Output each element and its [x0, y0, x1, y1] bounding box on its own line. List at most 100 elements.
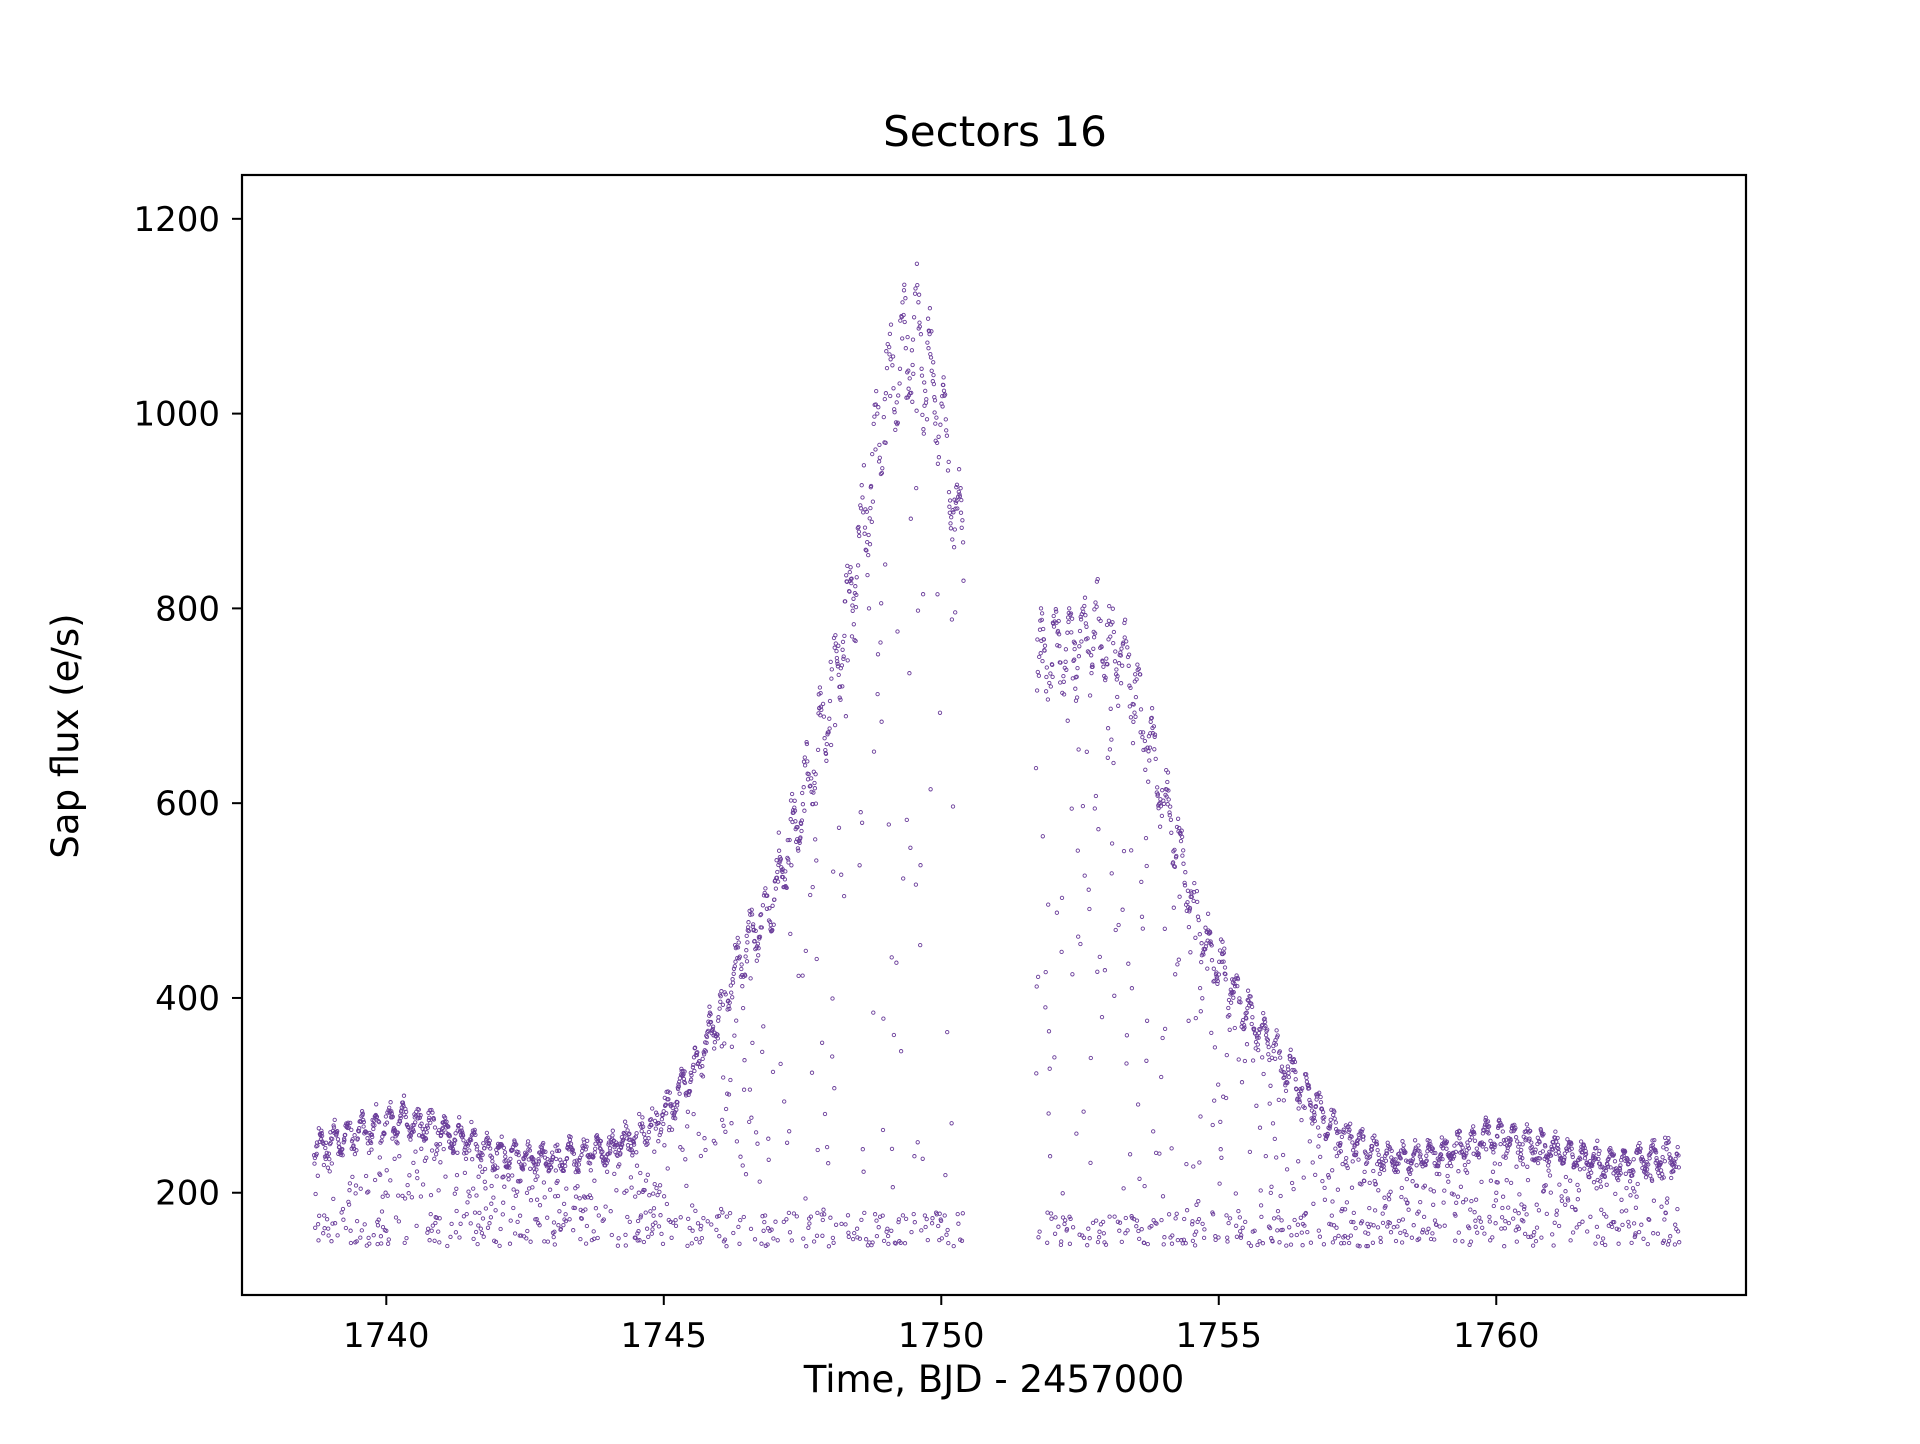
data-point: [828, 1215, 833, 1220]
data-point: [415, 1175, 420, 1181]
data-point: [1138, 672, 1143, 677]
data-point: [1329, 1213, 1334, 1218]
data-point: [629, 1185, 634, 1190]
data-point: [695, 1050, 700, 1055]
data-point: [1092, 631, 1098, 636]
data-point: [433, 1220, 438, 1226]
data-point: [1299, 1230, 1304, 1235]
data-point: [1446, 1179, 1451, 1184]
data-point: [822, 1212, 827, 1217]
data-point: [688, 1070, 693, 1076]
data-point: [1538, 1128, 1544, 1133]
data-point: [1599, 1207, 1604, 1212]
data-point: [905, 334, 910, 340]
data-point: [430, 1223, 435, 1228]
data-point: [1529, 1144, 1535, 1150]
data-point: [851, 622, 856, 627]
data-point: [379, 1209, 385, 1214]
data-point: [941, 382, 946, 388]
data-point: [537, 1203, 543, 1208]
data-point: [1426, 1226, 1431, 1231]
data-point: [824, 741, 829, 747]
data-point: [1661, 1238, 1667, 1243]
data-point: [533, 1177, 538, 1183]
data-point: [731, 966, 737, 971]
data-point: [1054, 910, 1060, 915]
data-point: [541, 1140, 546, 1146]
data-point: [1386, 1197, 1392, 1202]
data-point: [1460, 1200, 1466, 1205]
data-point: [1374, 1139, 1379, 1144]
data-point: [312, 1161, 317, 1166]
data-point: [1130, 740, 1136, 746]
data-point: [1321, 1119, 1326, 1124]
data-point: [410, 1127, 416, 1132]
data-point: [1237, 996, 1242, 1001]
data-point: [473, 1132, 478, 1138]
data-point: [1644, 1162, 1649, 1167]
data-point: [653, 1126, 658, 1131]
data-point: [1418, 1152, 1423, 1157]
data-point: [850, 603, 855, 608]
data-point: [1116, 661, 1122, 666]
data-point: [1124, 639, 1129, 644]
data-point: [1084, 749, 1089, 754]
data-point: [681, 1076, 687, 1082]
data-point: [623, 1243, 628, 1248]
data-point: [350, 1174, 355, 1180]
data-point: [536, 1157, 541, 1162]
data-point: [378, 1234, 384, 1239]
data-point: [1473, 1224, 1478, 1229]
data-point: [630, 1153, 635, 1158]
data-point: [1466, 1146, 1472, 1151]
data-point: [1334, 1225, 1339, 1230]
data-point: [1476, 1155, 1482, 1160]
data-point: [438, 1160, 443, 1165]
data-point: [473, 1229, 479, 1235]
data-point: [1214, 970, 1219, 975]
data-point: [1089, 653, 1094, 658]
data-point: [1129, 986, 1135, 991]
data-point: [726, 1092, 732, 1097]
data-point: [923, 388, 928, 394]
data-point: [1493, 1198, 1499, 1203]
data-point: [900, 1213, 906, 1218]
data-point: [601, 1217, 606, 1222]
data-point: [371, 1233, 376, 1238]
data-point: [1493, 1142, 1498, 1148]
data-point: [1212, 1098, 1217, 1103]
data-point: [1573, 1207, 1578, 1213]
data-point: [1270, 1239, 1275, 1244]
data-point: [773, 1219, 778, 1224]
data-point: [1378, 1239, 1383, 1245]
data-point: [1550, 1232, 1555, 1237]
data-point: [798, 835, 803, 840]
data-point: [735, 935, 740, 941]
data-point: [511, 1205, 516, 1211]
data-point: [550, 1150, 555, 1155]
data-point: [789, 1238, 794, 1243]
x-tick-label: 1760: [1453, 1316, 1540, 1356]
data-point: [1333, 1146, 1338, 1151]
data-point: [1124, 1061, 1129, 1066]
data-point: [813, 837, 818, 842]
data-point: [1301, 1175, 1306, 1180]
data-point: [1110, 620, 1115, 625]
data-point: [1345, 1165, 1350, 1171]
data-point: [606, 1142, 611, 1147]
data-point: [1134, 677, 1139, 682]
data-point: [1675, 1144, 1680, 1150]
data-point: [1500, 1194, 1506, 1199]
data-point: [1619, 1209, 1624, 1214]
data-point: [1555, 1135, 1560, 1141]
data-point: [552, 1242, 557, 1247]
data-point: [872, 1212, 878, 1217]
data-point: [1503, 1219, 1508, 1224]
data-point: [841, 893, 847, 899]
data-point: [1240, 1225, 1245, 1230]
data-point: [1138, 730, 1143, 735]
data-point: [857, 863, 862, 868]
data-point: [1085, 1243, 1090, 1248]
data-point: [1653, 1147, 1658, 1153]
data-point: [1327, 1126, 1332, 1131]
